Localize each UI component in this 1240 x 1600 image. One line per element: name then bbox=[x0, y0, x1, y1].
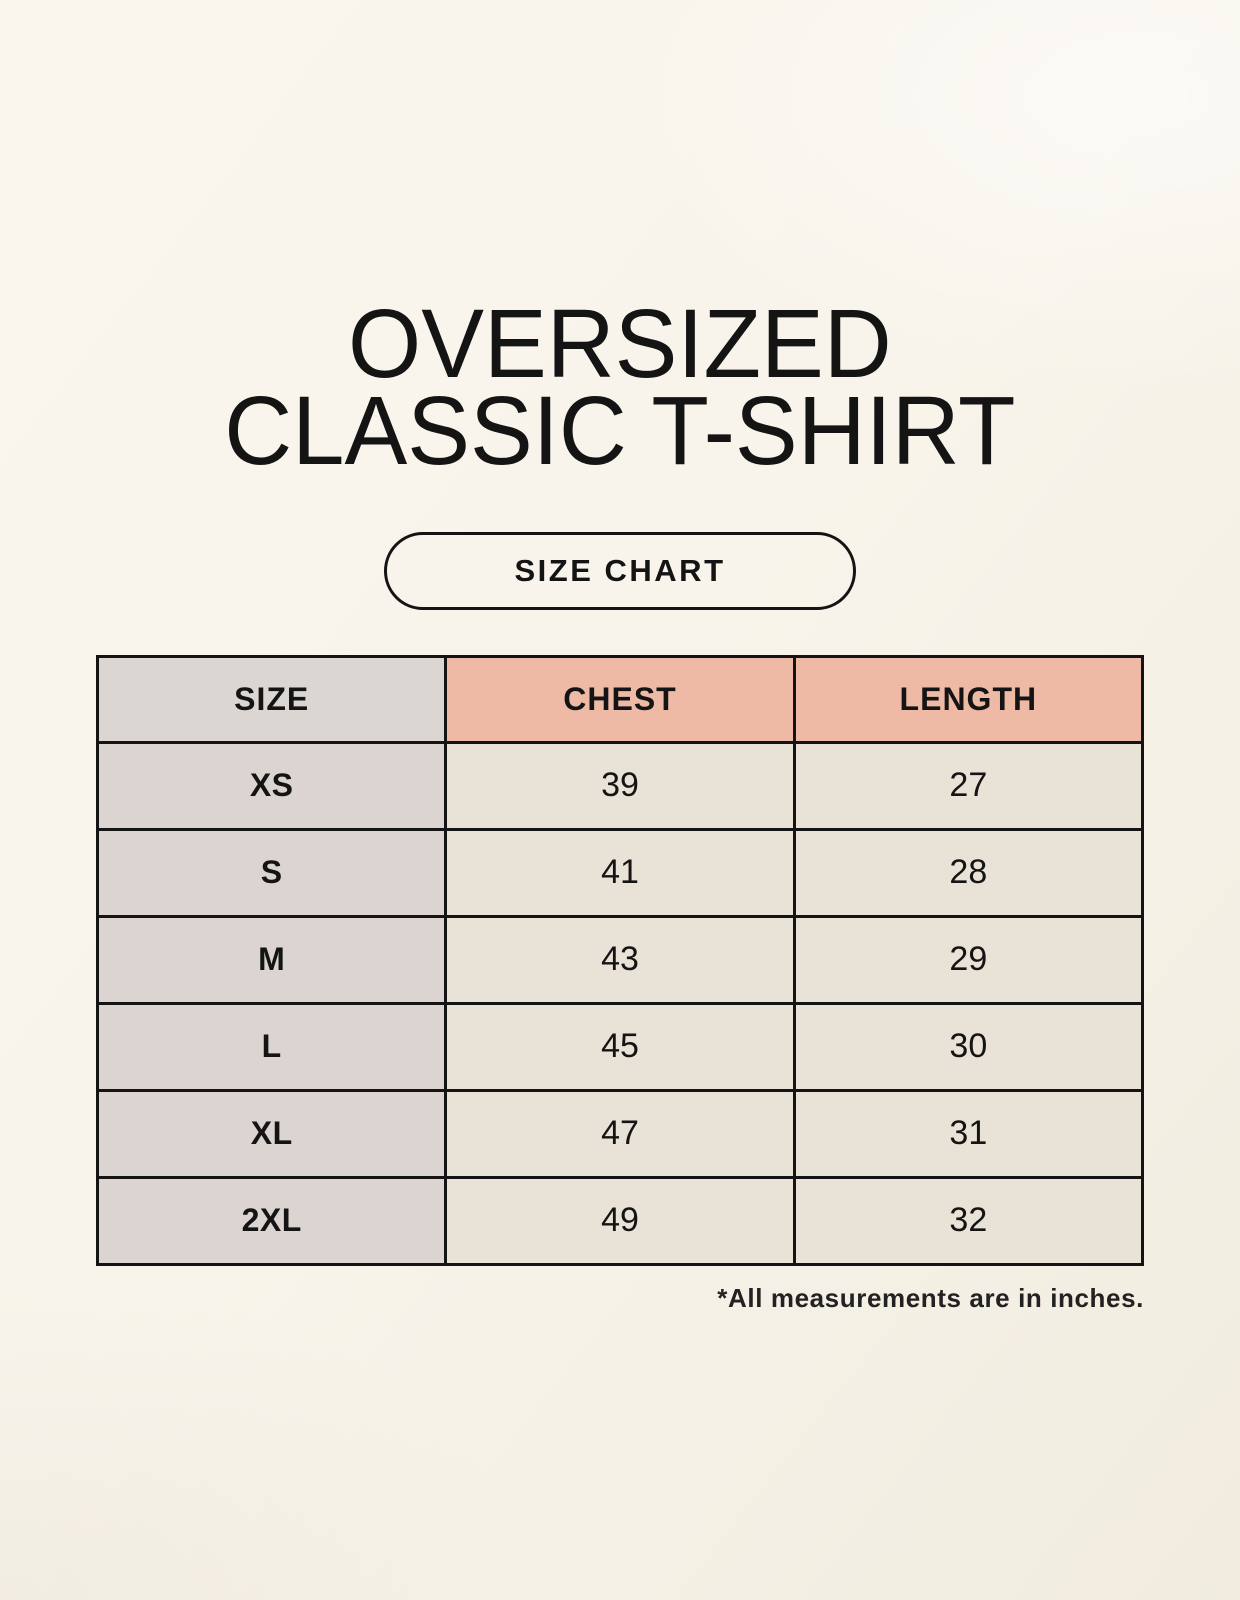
page-title-line-2: CLASSIC T-SHIRT bbox=[224, 376, 1016, 486]
measurement-cell: 41 bbox=[444, 827, 796, 918]
measurements-footnote: *All measurements are in inches. bbox=[717, 1282, 1144, 1313]
size-chart-button-label: SIZE CHART bbox=[514, 552, 726, 588]
size-chart-table: SIZE CHEST LENGTH XS 39 27 S 41 28 M 43 29 L 45 30 X… bbox=[95, 654, 1145, 1266]
size-label-cell: L bbox=[95, 1001, 448, 1092]
measurement-cell: 27 bbox=[792, 740, 1145, 831]
table-row: M 43 29 bbox=[95, 914, 1145, 1005]
size-label-cell: 2XL bbox=[95, 1175, 448, 1266]
size-label-cell: M bbox=[95, 914, 448, 1005]
page-title: OVERSIZED CLASSIC T-SHIRT bbox=[224, 289, 1016, 486]
column-header-length: LENGTH bbox=[792, 654, 1145, 744]
table-row: L 45 30 bbox=[95, 1001, 1145, 1092]
measurement-cell: 47 bbox=[444, 1088, 796, 1179]
measurement-cell: 31 bbox=[792, 1088, 1145, 1179]
size-label-cell: XS bbox=[95, 740, 448, 831]
measurement-cell: 39 bbox=[444, 740, 796, 831]
table-row: XS 39 27 bbox=[95, 740, 1145, 831]
measurement-cell: 32 bbox=[792, 1175, 1145, 1266]
size-label-cell: S bbox=[95, 827, 448, 918]
size-table-body: XS 39 27 S 41 28 M 43 29 L 45 30 XL 47 31 2XL 49 32 bbox=[95, 740, 1145, 1266]
measurement-cell: 28 bbox=[792, 827, 1145, 918]
measurement-cell: 30 bbox=[792, 1001, 1145, 1092]
size-label-cell: XL bbox=[95, 1088, 448, 1179]
header-row: SIZE CHEST LENGTH bbox=[95, 654, 1145, 744]
measurement-cell: 43 bbox=[444, 914, 796, 1005]
measurement-cell: 45 bbox=[444, 1001, 796, 1092]
table-row: S 41 28 bbox=[95, 827, 1145, 918]
measurement-cell: 29 bbox=[792, 914, 1145, 1005]
size-chart-table-header: SIZE CHEST LENGTH bbox=[95, 654, 1145, 744]
measurement-cell: 49 bbox=[444, 1175, 796, 1266]
table-row: XL 47 31 bbox=[95, 1088, 1145, 1179]
size-chart-button[interactable]: SIZE CHART bbox=[384, 531, 856, 610]
table-row: 2XL 49 32 bbox=[95, 1175, 1145, 1266]
column-header-size: SIZE bbox=[95, 654, 448, 744]
page-title-line-1: OVERSIZED bbox=[348, 289, 892, 398]
column-header-chest: CHEST bbox=[444, 654, 796, 744]
